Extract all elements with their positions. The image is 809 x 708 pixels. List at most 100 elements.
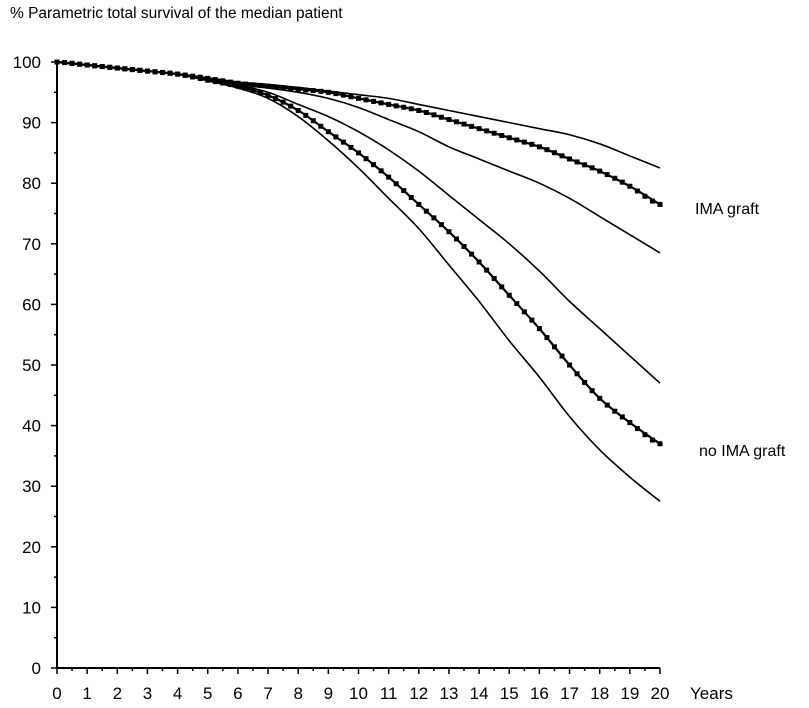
series-marker <box>484 267 490 273</box>
y-tick-label: 0 <box>32 659 41 678</box>
series-marker <box>642 193 648 199</box>
series-marker <box>356 95 361 101</box>
series-marker <box>310 88 316 94</box>
series-marker <box>514 301 520 307</box>
series-marker <box>438 222 444 228</box>
series-marker <box>657 441 663 447</box>
series-marker <box>242 85 248 91</box>
series-marker <box>190 74 196 80</box>
series-marker <box>499 284 505 290</box>
series-marker <box>99 64 105 70</box>
series-line-estimate <box>56 60 661 206</box>
series-marker <box>491 130 497 136</box>
series-marker <box>340 139 346 145</box>
series-marker <box>476 126 482 132</box>
series-marker <box>295 86 301 92</box>
series-marker <box>62 60 68 66</box>
series-marker <box>401 104 407 110</box>
series-marker <box>521 139 527 145</box>
series-marker <box>212 79 218 85</box>
series-marker <box>92 63 98 69</box>
y-tick-label: 70 <box>22 235 41 254</box>
series-marker <box>160 69 166 75</box>
series-marker <box>363 156 369 162</box>
series-marker <box>619 414 625 420</box>
x-tick-label: 20 <box>651 684 670 703</box>
series-marker <box>325 129 331 135</box>
series-marker <box>167 70 173 76</box>
y-tick-label: 80 <box>22 174 41 193</box>
axes <box>51 60 661 674</box>
series-marker <box>393 181 399 187</box>
curves <box>56 60 661 502</box>
series-label: IMA graft <box>695 201 760 218</box>
series-label: no IMA graft <box>699 443 786 460</box>
series-marker <box>54 59 60 65</box>
series-marker <box>175 71 181 77</box>
series-marker <box>371 98 377 104</box>
series-marker <box>604 402 610 408</box>
series-marker <box>280 99 286 105</box>
x-tick-label: 4 <box>173 684 182 703</box>
y-tick-label: 50 <box>22 356 41 375</box>
series-marker <box>529 317 535 323</box>
series-marker <box>484 128 490 134</box>
series-marker <box>288 103 294 109</box>
series-marker <box>220 80 226 86</box>
series-line-estimate <box>56 60 661 445</box>
series-marker <box>280 85 286 91</box>
y-tick-label: 20 <box>22 538 41 557</box>
series-marker <box>114 65 120 71</box>
series-marker <box>627 183 633 189</box>
series-marker <box>408 106 414 112</box>
y-tick-label: 10 <box>22 598 41 617</box>
x-tick-label: 17 <box>560 684 579 703</box>
series-marker <box>265 92 271 98</box>
series-marker <box>506 292 512 298</box>
y-tick-label: 30 <box>22 477 41 496</box>
series-marker <box>612 408 618 414</box>
series-marker <box>378 100 384 106</box>
series-marker <box>438 114 444 120</box>
series-marker <box>536 326 542 332</box>
series-marker <box>129 67 135 73</box>
series-marker <box>469 251 475 257</box>
series-marker <box>205 77 211 83</box>
series-marker <box>544 147 550 153</box>
series-marker <box>634 188 640 194</box>
series-marker <box>122 66 128 72</box>
series-marker <box>446 229 452 235</box>
series-marker <box>250 87 256 93</box>
y-tick-label: 100 <box>13 53 41 72</box>
series-marker <box>453 236 459 242</box>
series-marker <box>182 72 188 78</box>
series-marker <box>408 195 414 201</box>
series-marker <box>258 83 264 89</box>
series-marker <box>295 107 301 113</box>
x-tick-label: 0 <box>52 684 61 703</box>
series-marker <box>604 172 610 178</box>
series-marker <box>137 67 143 73</box>
y-tick-label: 60 <box>22 295 41 314</box>
series-marker <box>551 150 557 156</box>
series-marker <box>506 135 512 141</box>
series-marker <box>235 80 241 86</box>
series-marker <box>551 344 557 350</box>
x-tick-label: 19 <box>620 684 639 703</box>
markers <box>54 59 663 447</box>
x-tick-label: 9 <box>324 684 333 703</box>
series-marker <box>273 96 279 102</box>
series-marker <box>348 94 354 100</box>
x-tick-label: 2 <box>113 684 122 703</box>
series-line-confidence <box>56 61 661 384</box>
series-marker <box>325 89 331 95</box>
series-marker <box>197 76 203 82</box>
series-marker <box>559 153 565 159</box>
series-marker <box>386 101 392 107</box>
series-marker <box>318 88 324 94</box>
series-marker <box>431 215 437 221</box>
series-marker <box>619 179 625 185</box>
series-marker <box>514 137 520 143</box>
series-marker <box>574 159 580 165</box>
